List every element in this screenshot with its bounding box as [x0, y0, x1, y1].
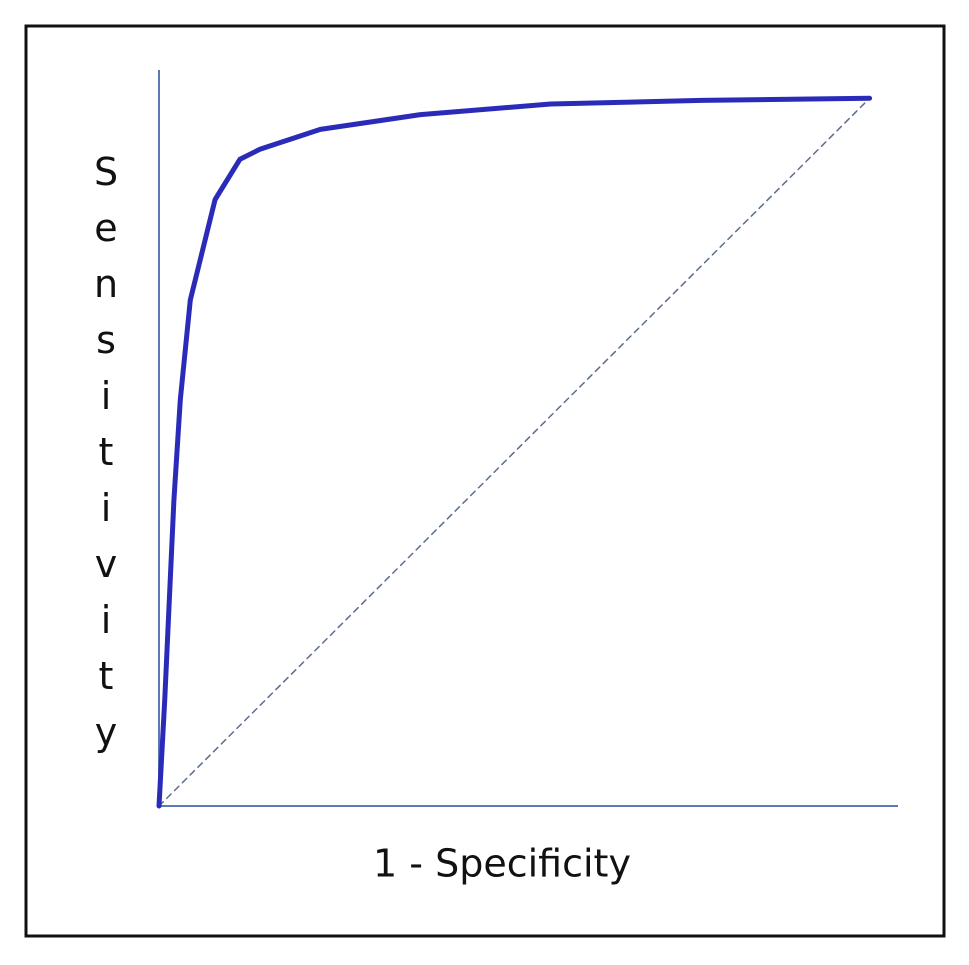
x-axis-label: 1 - Specificity: [373, 842, 631, 886]
y-axis-label: Sensitivity: [84, 150, 128, 766]
roc-curve: [156, 95, 873, 809]
frame: [24, 24, 946, 938]
reference-line: [158, 97, 871, 807]
